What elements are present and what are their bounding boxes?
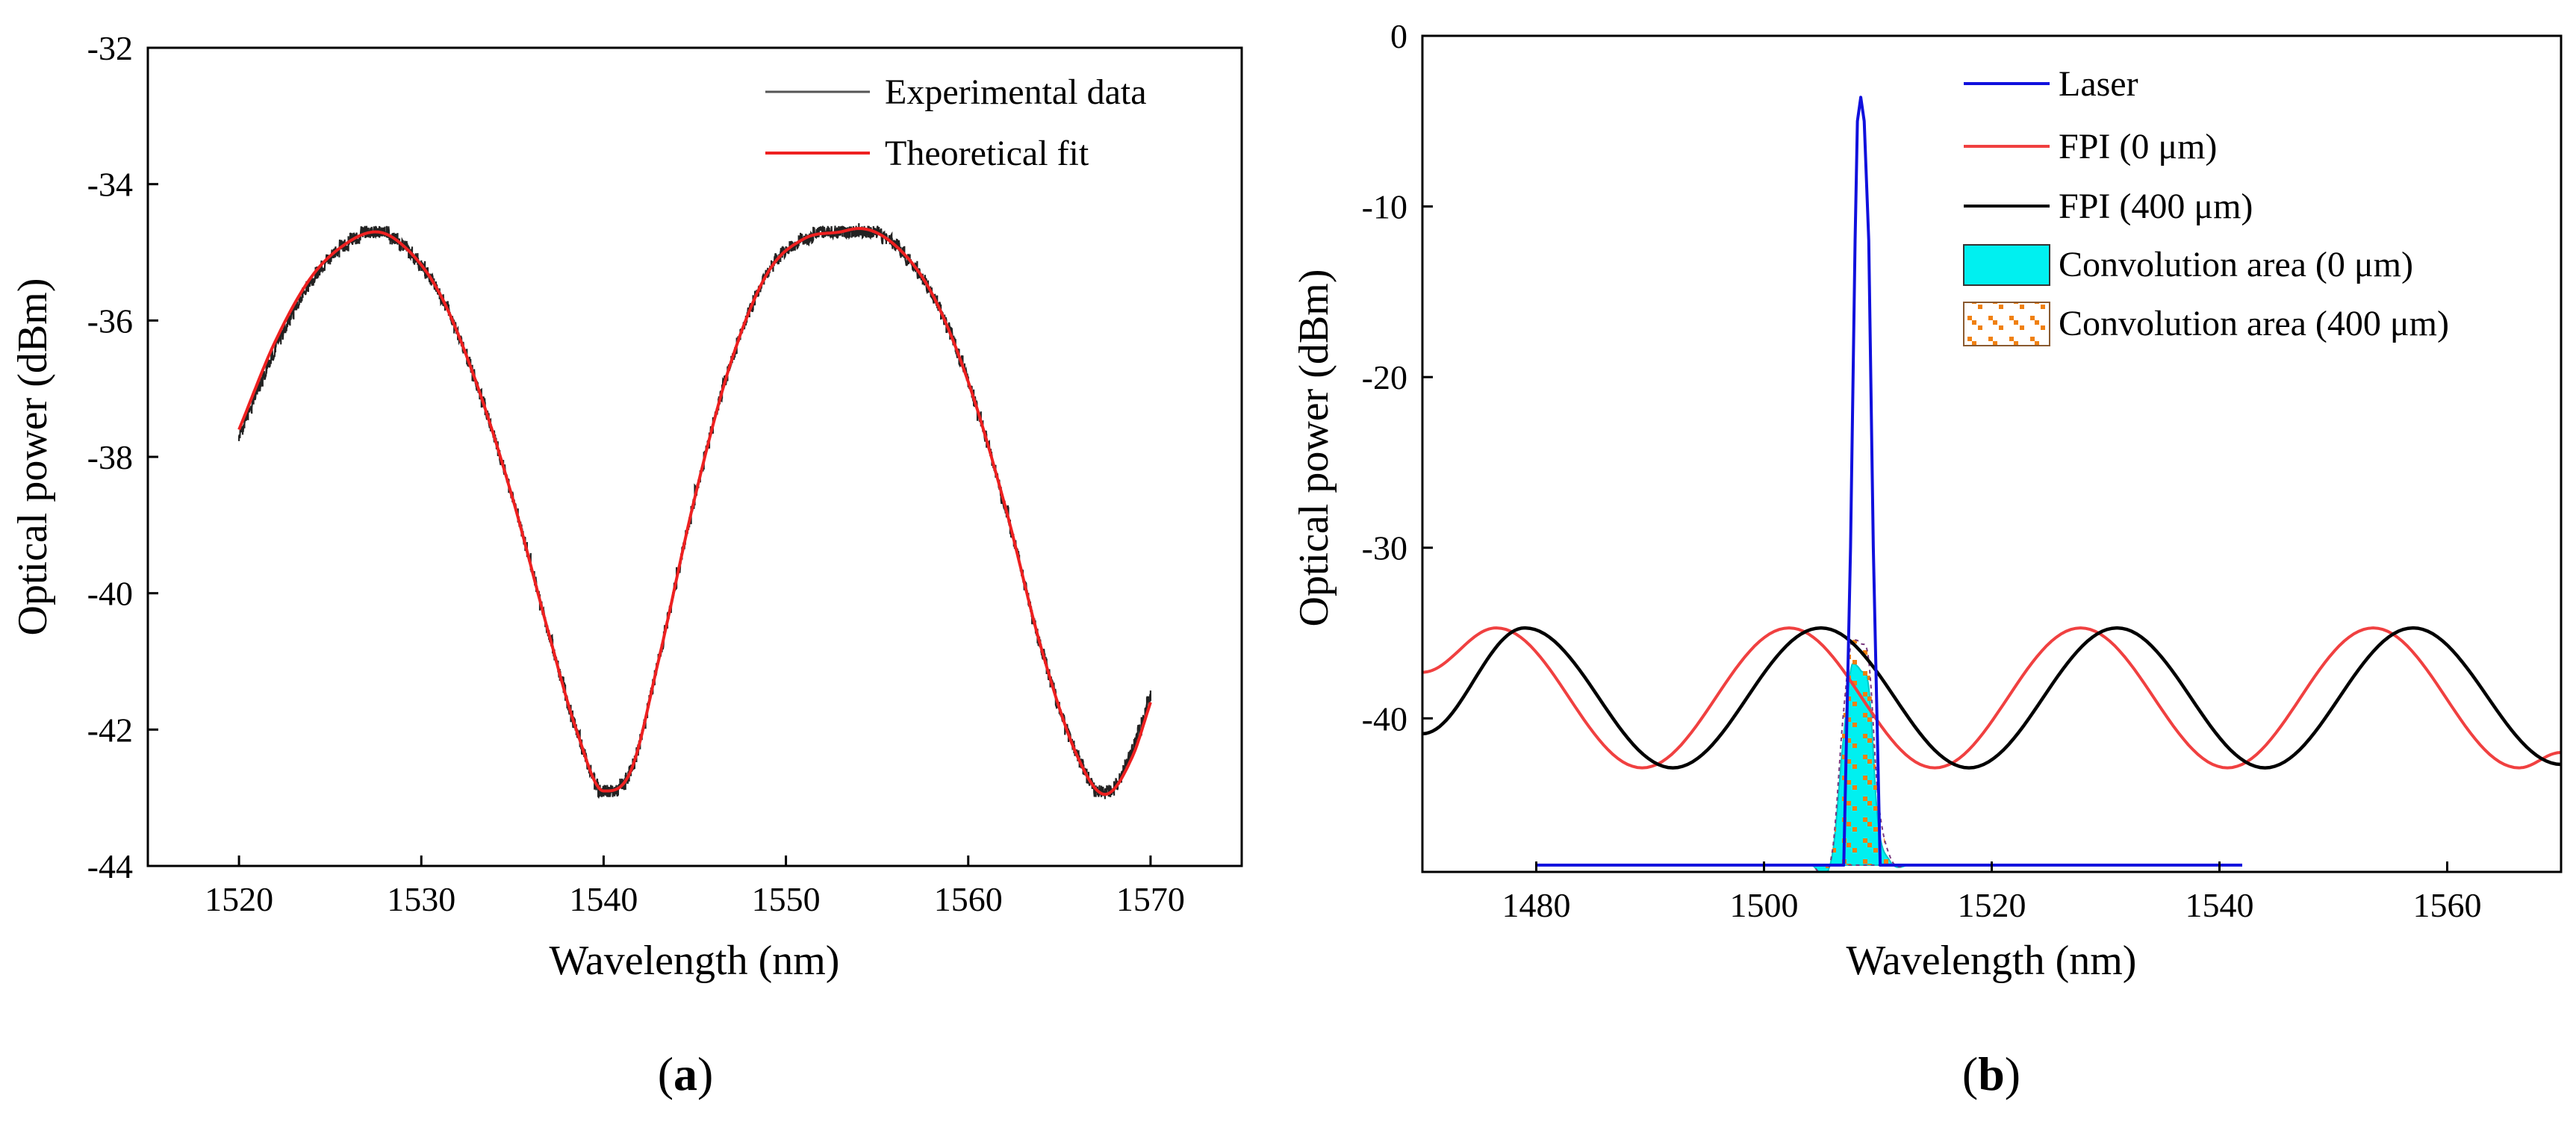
chart-b-xtick-label: 1520 bbox=[1958, 886, 2026, 924]
chart-a-ytick-label: -36 bbox=[87, 302, 133, 340]
legend-b-laser-label: Laser bbox=[2059, 64, 2138, 104]
legend-b-fpi400-label: FPI (400 μm) bbox=[2059, 187, 2253, 226]
legend-a-fit-label: Theoretical fit bbox=[885, 134, 1089, 173]
chart-a-xtick-label: 1550 bbox=[752, 880, 821, 918]
chart-b-ytick-label: -20 bbox=[1362, 358, 1407, 396]
chart-b-series bbox=[1422, 96, 2561, 872]
chart-b-x-axis: 1480 1500 1520 1540 1560 bbox=[1502, 861, 2482, 924]
panel-b-label: (b) bbox=[1962, 1047, 2020, 1100]
chart-b-y-axis: -40 -30 -20 -10 0 bbox=[1362, 17, 1433, 738]
chart-a-ytick-label: -38 bbox=[87, 438, 133, 476]
legend-a-experimental-label: Experimental data bbox=[885, 72, 1147, 112]
chart-a-xtick-label: 1540 bbox=[569, 880, 638, 918]
legend-b-conv0-label: Convolution area (0 μm) bbox=[2059, 245, 2413, 284]
chart-a: 1520 1530 1540 1550 1560 1570 -44 -42 -40 -38 -36… bbox=[10, 29, 1243, 1100]
chart-b: 1480 1500 1520 1540 1560 -40 -30 -20 -10 0 Wavel… bbox=[1291, 17, 2563, 1100]
legend-b-conv0-swatch bbox=[1963, 244, 2050, 286]
chart-a-xtick-label: 1530 bbox=[387, 880, 455, 918]
chart-a-xlabel: Wavelength (nm) bbox=[550, 938, 840, 984]
chart-a-xtick-label: 1520 bbox=[205, 880, 273, 918]
series-theoretical-fit bbox=[237, 226, 1152, 797]
chart-a-ytick-label: -40 bbox=[87, 575, 133, 613]
chart-a-series bbox=[237, 223, 1152, 800]
chart-a-ylabel: Optical power (dBm) bbox=[10, 278, 56, 636]
legend-b-conv400-swatch bbox=[1963, 302, 2050, 346]
chart-b-xtick-label: 1500 bbox=[1730, 886, 1799, 924]
chart-b-legend: Laser FPI (0 μm) FPI (400 μm) Convolutio… bbox=[1963, 64, 2449, 346]
chart-a-xtick-label: 1570 bbox=[1116, 880, 1185, 918]
chart-a-xtick-label: 1560 bbox=[934, 880, 1003, 918]
chart-b-ytick-label: -40 bbox=[1362, 699, 1407, 738]
chart-a-x-axis: 1520 1530 1540 1550 1560 1570 bbox=[205, 855, 1185, 918]
chart-b-ytick-label: -10 bbox=[1362, 188, 1407, 226]
series-fpi-0um bbox=[1422, 626, 2561, 770]
chart-a-ytick-label: -42 bbox=[87, 711, 133, 749]
chart-a-ytick-label: -34 bbox=[87, 166, 133, 204]
series-experimental-data bbox=[238, 223, 1151, 800]
chart-b-xlabel: Wavelength (nm) bbox=[1847, 938, 2137, 984]
chart-b-xtick-label: 1480 bbox=[1502, 886, 1571, 924]
series-laser bbox=[1536, 96, 2242, 867]
chart-b-xtick-label: 1540 bbox=[2185, 886, 2254, 924]
chart-b-ytick-label: 0 bbox=[1390, 17, 1407, 55]
chart-b-ylabel: Optical power (dBm) bbox=[1291, 269, 1337, 627]
chart-b-frame bbox=[1421, 34, 2563, 873]
chart-b-xtick-label: 1560 bbox=[2413, 886, 2482, 924]
legend-b-conv400-label: Convolution area (400 μm) bbox=[2059, 304, 2449, 343]
series-fpi-400um bbox=[1422, 626, 2561, 770]
series-convolution-area-400um bbox=[1808, 639, 1913, 872]
chart-b-ytick-label: -30 bbox=[1362, 529, 1407, 567]
chart-a-legend: Experimental data Theoretical fit bbox=[765, 72, 1147, 173]
chart-a-y-axis: -44 -42 -40 -38 -36 -34 -32 bbox=[87, 29, 158, 885]
legend-b-fpi0-label: FPI (0 μm) bbox=[2059, 127, 2217, 166]
panel-a-label: (a) bbox=[658, 1047, 714, 1100]
chart-a-ytick-label: -32 bbox=[87, 29, 133, 67]
chart-a-ytick-label: -44 bbox=[87, 847, 133, 885]
